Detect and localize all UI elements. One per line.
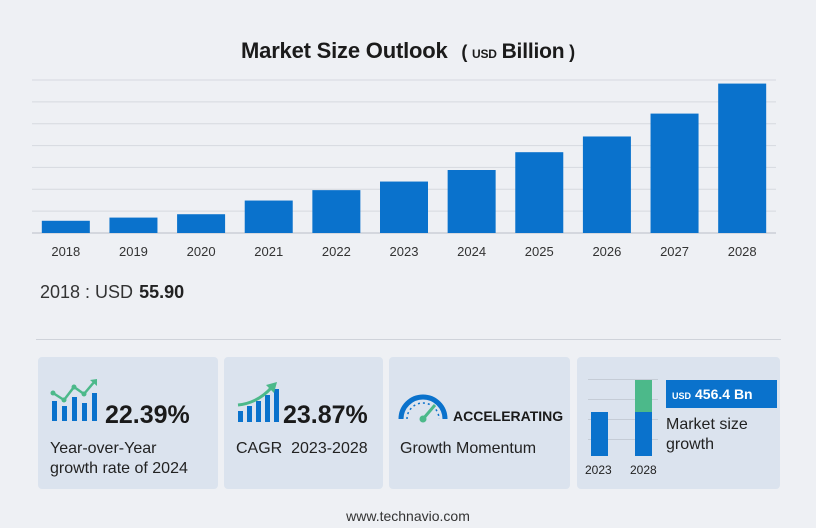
yoy-value: 22.39%	[105, 401, 190, 429]
bar-2020	[177, 214, 226, 233]
bar-2024	[447, 170, 496, 233]
x-tick-label-2026: 2026	[592, 244, 621, 259]
momentum-desc: Growth Momentum	[400, 440, 537, 457]
yoy-card: 22.39% Year-over-Year growth rate of 202…	[38, 357, 218, 489]
x-tick-label-2025: 2025	[525, 244, 554, 259]
x-tick-label-2019: 2019	[119, 244, 148, 259]
mini-grid-line	[588, 439, 658, 440]
bar-2027	[650, 113, 699, 233]
bar-2021	[244, 200, 293, 233]
growth-badge: USD 456.4 Bn	[666, 380, 777, 408]
cagr-card: 23.87% CAGR 2023-2028	[224, 357, 383, 489]
badge-unit: USD	[672, 391, 692, 401]
bar-chart: 2018 2019 2020 2021 2022 2023 2024 2025 2026 2027…	[32, 79, 776, 259]
base-number: 55.90	[139, 282, 185, 302]
mini-year-start: 2023	[585, 463, 612, 477]
yoy-desc-line1: Year-over-Year	[50, 440, 157, 457]
mini-bar-start	[591, 412, 608, 456]
bar-2025	[515, 152, 564, 233]
base-year-value: 2018 : USD 55.90	[40, 282, 184, 303]
x-tick-label-2020: 2020	[187, 244, 216, 259]
title-unit: ( USD Billion )	[461, 40, 575, 63]
base-label: 2018 : USD	[40, 282, 134, 302]
x-tick-label-2022: 2022	[322, 244, 351, 259]
section-divider	[36, 339, 781, 340]
growth-desc: Market size growth	[666, 415, 748, 455]
bar-2028	[718, 83, 767, 234]
bar-2019	[109, 217, 158, 233]
x-tick-label-2024: 2024	[457, 244, 486, 259]
mini-year-end: 2028	[630, 463, 657, 477]
bar-2026	[582, 136, 631, 233]
growth-bars-icon	[50, 379, 97, 421]
mini-grid-line	[588, 419, 658, 420]
cagr-desc: CAGR 2023-2028	[236, 440, 368, 457]
footer-url[interactable]: www.technavio.com	[346, 508, 470, 524]
cagr-bars-icon	[237, 382, 279, 422]
x-tick-label-2027: 2027	[660, 244, 689, 259]
growth-card: 2023 2028 USD 456.4 Bn Market size growth	[577, 357, 780, 489]
bar-2018	[41, 220, 90, 233]
momentum-headline: ACCELERATING	[453, 408, 564, 424]
x-tick-label-2023: 2023	[390, 244, 419, 259]
x-tick-label-2021: 2021	[254, 244, 283, 259]
title-unit-word: Billion	[501, 40, 565, 63]
bar-2023	[380, 181, 428, 233]
title-text: Market Size Outlook	[241, 38, 448, 63]
mini-grid-line	[588, 379, 658, 380]
x-tick-label-2028: 2028	[728, 244, 757, 259]
x-tick-label-2018: 2018	[51, 244, 80, 259]
speedometer-icon	[398, 394, 448, 423]
mini-grid-line	[588, 399, 658, 400]
badge-value: 456.4 Bn	[695, 386, 753, 402]
momentum-card: ACCELERATING Growth Momentum	[389, 357, 570, 489]
cagr-value: 23.87%	[283, 401, 368, 429]
bar-2022	[312, 190, 361, 233]
title-unit-prefix: USD	[472, 47, 497, 61]
growth-desc-line2: growth	[666, 436, 715, 453]
yoy-desc: Year-over-Year growth rate of 2024	[50, 439, 188, 479]
mini-bar-end	[635, 412, 652, 456]
yoy-desc-line2: growth rate of 2024	[50, 460, 188, 477]
chart-title: Market Size Outlook ( USD Billion )	[0, 38, 816, 64]
growth-desc-line1: Market size	[666, 416, 748, 433]
mini-bar-growth	[635, 380, 652, 412]
